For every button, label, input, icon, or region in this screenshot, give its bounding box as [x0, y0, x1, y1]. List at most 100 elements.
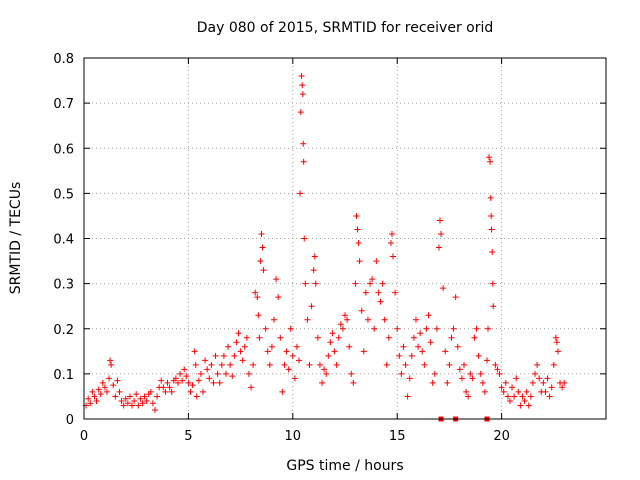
data-point: [311, 253, 318, 260]
data-point: [179, 377, 186, 384]
data-point: [91, 393, 98, 400]
data-point: [490, 303, 497, 310]
data-point: [143, 397, 150, 404]
data-point: [252, 289, 259, 296]
data-point: [444, 379, 451, 386]
data-point: [189, 382, 196, 389]
data-point: [206, 375, 213, 382]
grid: [84, 58, 606, 419]
data-point: [158, 377, 165, 384]
data-point: [521, 397, 528, 404]
data-point: [108, 361, 115, 368]
data-point: [352, 280, 359, 287]
data-point: [118, 397, 125, 404]
data-point: [166, 384, 173, 391]
y-tick-label: 0.2: [53, 323, 74, 338]
data-point: [494, 366, 501, 373]
data-point: [529, 379, 536, 386]
data-point: [329, 330, 336, 337]
data-point: [277, 334, 284, 341]
data-point: [204, 366, 211, 373]
data-point: [392, 289, 399, 296]
data-point: [321, 366, 328, 373]
data-point: [114, 377, 121, 384]
chart-title: Day 080 of 2015, SRMTID for receiver ori…: [197, 20, 494, 36]
data-point: [344, 316, 351, 323]
data-point: [536, 375, 543, 382]
data-point: [561, 379, 568, 386]
data-point: [293, 343, 300, 350]
data-point: [133, 391, 140, 398]
data-point: [312, 280, 319, 287]
y-tick-label: 0.7: [53, 97, 74, 112]
data-point: [257, 258, 264, 265]
data-point: [431, 370, 438, 377]
data-point: [183, 373, 190, 380]
data-point: [446, 361, 453, 368]
data-point: [298, 73, 305, 80]
data-point: [525, 402, 532, 409]
data-point: [129, 402, 136, 409]
data-point: [452, 294, 459, 301]
data-point: [454, 343, 461, 350]
data-point: [400, 343, 407, 350]
data-point: [250, 361, 257, 368]
data-point: [540, 379, 547, 386]
data-point: [559, 384, 566, 391]
data-point: [287, 325, 294, 332]
data-point: [220, 352, 227, 359]
data-point: [465, 393, 472, 400]
data-point: [355, 240, 362, 247]
axis-ticks: 0 5 10 15 20 0 0.1 0.2 0.3 0.4 0.5 0.6 0.7 0.8: [53, 52, 606, 444]
data-point: [154, 393, 161, 400]
data-point: [174, 379, 181, 386]
data-point: [231, 352, 238, 359]
data-point: [271, 316, 278, 323]
data-point: [502, 379, 509, 386]
data-point: [255, 312, 262, 319]
y-tick-label: 0.8: [53, 52, 74, 67]
y-tick-label: 0.5: [53, 187, 74, 202]
data-point: [546, 393, 553, 400]
data-point: [429, 379, 436, 386]
data-point: [237, 348, 244, 355]
data-point: [327, 339, 334, 346]
data-point: [101, 384, 108, 391]
data-point: [202, 357, 209, 364]
data-point: [458, 375, 465, 382]
data-point: [193, 393, 200, 400]
data-point: [308, 303, 315, 310]
data-point: [394, 325, 401, 332]
data-point: [160, 384, 167, 391]
data-point: [534, 361, 541, 368]
data-point: [260, 267, 267, 274]
y-tick-label: 0.4: [53, 233, 74, 248]
data-point: [135, 402, 142, 409]
data-point: [300, 158, 307, 165]
data-point: [479, 379, 486, 386]
data-point: [506, 397, 513, 404]
data-point: [229, 373, 236, 380]
data-point: [208, 361, 215, 368]
data-point: [552, 334, 559, 341]
y-tick-label: 0.1: [53, 368, 74, 383]
data-point: [120, 402, 127, 409]
data-point: [316, 361, 323, 368]
data-point: [107, 357, 114, 364]
data-point: [225, 343, 232, 350]
data-point: [239, 357, 246, 364]
data-point: [93, 397, 100, 404]
data-point: [106, 375, 113, 382]
data-point: [197, 370, 204, 377]
x-tick-label: 10: [285, 429, 302, 444]
data-point: [337, 321, 344, 328]
data-point: [110, 382, 117, 389]
data-point: [487, 194, 494, 201]
data-point: [187, 388, 194, 395]
data-point: [243, 334, 250, 341]
data-point: [500, 388, 507, 395]
data-point: [356, 258, 363, 265]
data-point: [233, 339, 240, 346]
data-point: [485, 325, 492, 332]
data-point: [358, 307, 365, 314]
